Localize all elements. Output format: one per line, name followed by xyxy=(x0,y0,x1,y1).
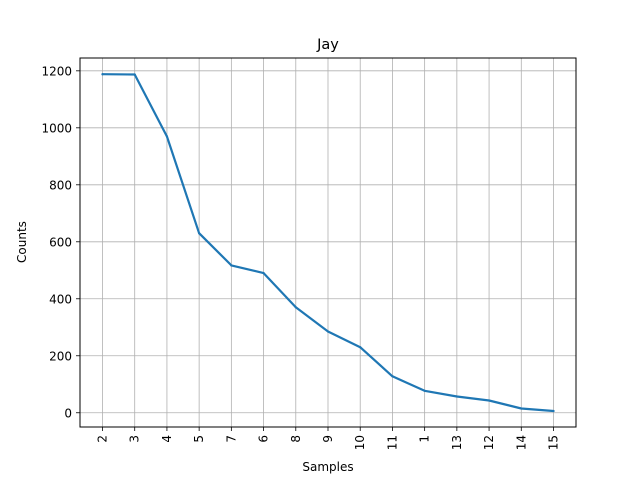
grid-lines xyxy=(80,58,576,427)
x-tick-label: 1 xyxy=(418,435,432,443)
data-point xyxy=(423,389,426,392)
data-point xyxy=(455,395,458,398)
x-tick-label: 15 xyxy=(547,435,561,450)
chart-title: Jay xyxy=(316,37,339,53)
data-point xyxy=(101,73,104,76)
data-point xyxy=(165,135,169,138)
data-point xyxy=(198,232,201,235)
y-tick-label: 600 xyxy=(49,235,72,249)
tick-labels: 2 3 4 5 7 6 8 9 10 11 1 13 12 14 150200400600800100012… xyxy=(41,64,560,450)
data-point xyxy=(230,264,233,267)
data-point xyxy=(520,407,523,410)
x-axis-label: Samples xyxy=(302,460,353,474)
y-tick-label: 200 xyxy=(49,349,72,363)
x-tick-label: 10 xyxy=(353,435,367,450)
data-point xyxy=(294,306,297,309)
y-tick-label: 400 xyxy=(49,292,72,306)
data-point xyxy=(487,399,491,402)
x-tick-label: 3 xyxy=(128,435,142,443)
data-point xyxy=(552,409,555,413)
x-tick-label: 5 xyxy=(192,435,206,443)
x-tick-label: 6 xyxy=(257,435,271,443)
y-tick-label: 1000 xyxy=(41,121,72,135)
x-tick-label: 8 xyxy=(289,435,303,443)
axis-ticks xyxy=(76,70,554,431)
data-point xyxy=(262,272,265,275)
x-tick-label: 12 xyxy=(482,435,496,450)
y-tick-label: 1200 xyxy=(41,64,72,78)
x-tick-label: 11 xyxy=(385,435,399,450)
x-tick-label: 4 xyxy=(160,435,174,443)
y-tick-label: 0 xyxy=(64,406,72,420)
data-point xyxy=(133,73,136,76)
data-point xyxy=(391,375,394,378)
data-series-layer xyxy=(101,73,555,413)
x-tick-label: 13 xyxy=(450,435,464,450)
x-tick-label: 2 xyxy=(96,435,110,443)
data-point xyxy=(359,346,362,349)
x-tick-label: 9 xyxy=(321,435,335,443)
y-tick-label: 800 xyxy=(49,178,72,192)
y-axis-label: Counts xyxy=(15,221,29,263)
data-point xyxy=(326,330,330,333)
x-tick-label: 14 xyxy=(514,435,528,450)
x-tick-label: 7 xyxy=(224,435,238,443)
